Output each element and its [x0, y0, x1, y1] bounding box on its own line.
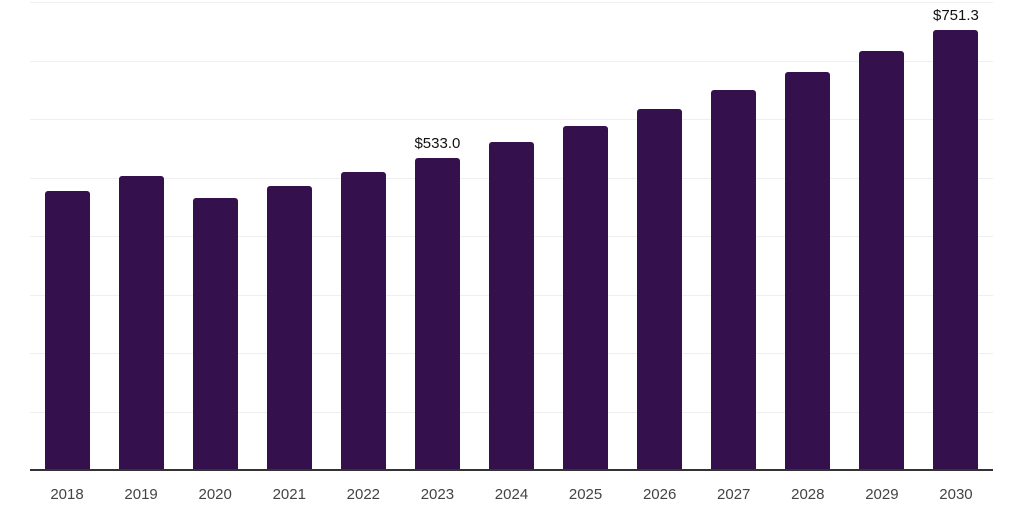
bar-2018 — [44, 190, 90, 470]
x-axis-line — [30, 469, 993, 471]
bar-2027 — [711, 90, 757, 470]
gridline — [30, 119, 993, 120]
x-tick-label-2018: 2018 — [50, 486, 84, 503]
data-label-2030: $751.3 — [933, 7, 979, 25]
x-tick-label-2023: 2023 — [420, 486, 455, 503]
bar-2028 — [785, 71, 831, 470]
x-tick-label-2022: 2022 — [346, 486, 381, 503]
x-tick-label-2026: 2026 — [642, 486, 677, 503]
x-tick-label-2021: 2021 — [272, 486, 306, 503]
bar-2024 — [489, 141, 534, 470]
bar-2026 — [637, 109, 683, 470]
x-tick-label-2025: 2025 — [568, 486, 603, 503]
bar-2030 — [933, 30, 979, 470]
bar-2025 — [563, 126, 609, 470]
gridline — [30, 60, 993, 62]
x-tick-label-2028: 2028 — [791, 486, 825, 503]
x-tick-label-2019: 2019 — [124, 486, 158, 503]
bar-2023 — [414, 158, 460, 470]
bar-2020 — [192, 197, 238, 470]
x-tick-label-2024: 2024 — [494, 486, 529, 503]
x-tick-label-2030: 2030 — [939, 486, 973, 503]
x-tick-label-2029: 2029 — [865, 486, 899, 503]
bar-2029 — [859, 51, 905, 470]
bar-2021 — [266, 185, 312, 470]
bar-2019 — [118, 175, 164, 470]
x-tick-label-2020: 2020 — [198, 486, 232, 503]
gridline — [30, 2, 993, 3]
data-label-2023: $533.0 — [414, 135, 461, 153]
x-tick-label-2027: 2027 — [717, 486, 751, 503]
bar-2022 — [340, 171, 386, 470]
